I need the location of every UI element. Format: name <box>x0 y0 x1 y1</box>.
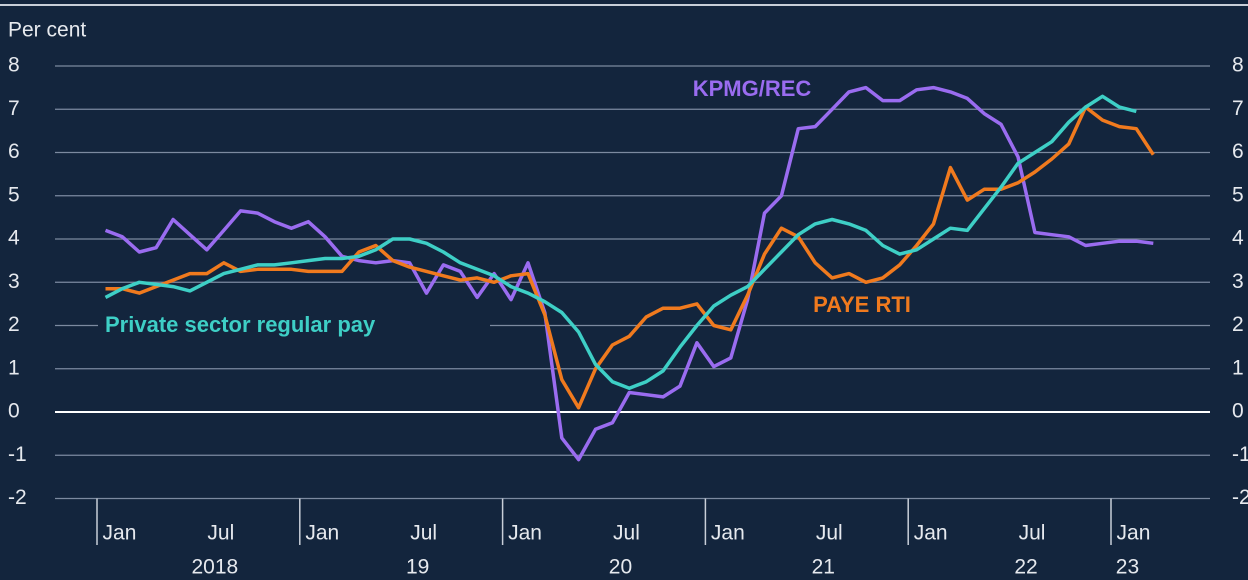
series-label: Private sector regular pay <box>105 312 376 337</box>
y2-tick-label: 2 <box>1232 313 1244 336</box>
y-tick-label: -1 <box>8 443 27 466</box>
y2-tick-label: 0 <box>1232 400 1244 423</box>
x-tick-label: Jan <box>914 522 948 545</box>
year-label: 23 <box>1116 556 1139 579</box>
x-tick-label: Jul <box>613 522 640 545</box>
x-tick-label: Jul <box>410 522 437 545</box>
x-tick-label: Jul <box>816 522 843 545</box>
year-label: 21 <box>812 556 835 579</box>
series-label: KPMG/REC <box>693 76 812 101</box>
y2-tick-label: 1 <box>1232 356 1244 379</box>
x-tick-label: Jul <box>1019 522 1046 545</box>
x-tick-label: Jan <box>711 522 745 545</box>
y-tick-label: 8 <box>8 54 20 77</box>
y-tick-label: 6 <box>8 140 20 163</box>
year-label: 19 <box>406 556 429 579</box>
series-line <box>104 85 1154 462</box>
year-label: 22 <box>1014 556 1037 579</box>
y2-tick-label: 3 <box>1232 270 1244 293</box>
y-tick-label: 3 <box>8 270 20 293</box>
y-tick-label: 7 <box>8 97 20 120</box>
x-tick-label: Jul <box>207 522 234 545</box>
x-tick-label: Jan <box>103 522 137 545</box>
year-label: 2018 <box>191 556 238 579</box>
y-tick-label: 1 <box>8 356 20 379</box>
y-tick-label: 0 <box>8 400 20 423</box>
y2-tick-label: -1 <box>1232 443 1248 466</box>
y-tick-label: 2 <box>8 313 20 336</box>
y-tick-label: -2 <box>8 486 27 509</box>
y2-tick-label: -2 <box>1232 486 1248 509</box>
x-tick-label: Jan <box>305 522 339 545</box>
series-line <box>104 94 1137 390</box>
y2-tick-label: 4 <box>1232 227 1244 250</box>
label-background <box>98 308 490 344</box>
year-label: 20 <box>609 556 632 579</box>
y2-tick-label: 8 <box>1232 54 1244 77</box>
y-tick-label: 4 <box>8 227 20 250</box>
series-line <box>105 105 1155 410</box>
y2-tick-label: 6 <box>1232 140 1244 163</box>
y2-tick-label: 7 <box>1232 97 1244 120</box>
series-label: PAYE RTI <box>813 292 911 317</box>
y-tick-label: 5 <box>8 183 20 206</box>
x-tick-label: Jan <box>508 522 542 545</box>
x-tick-label: Jan <box>1117 522 1151 545</box>
y-axis-label: Per cent <box>8 19 86 42</box>
y2-tick-label: 5 <box>1232 183 1244 206</box>
